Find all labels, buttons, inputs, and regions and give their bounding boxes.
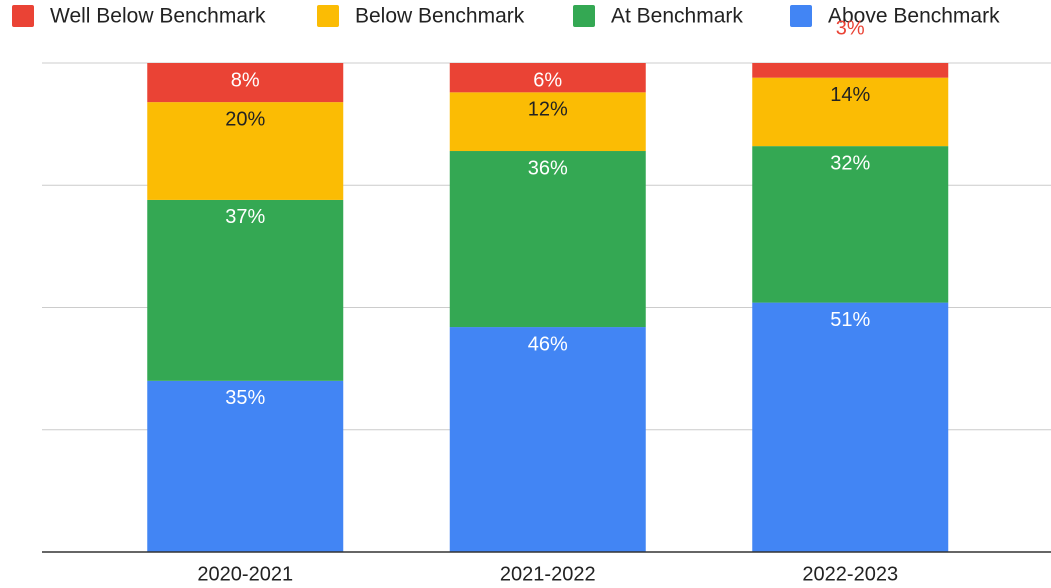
x-tick-label: 2022-2023 xyxy=(802,563,898,585)
bar-segment xyxy=(147,380,344,552)
bar-segment xyxy=(752,146,949,303)
legend-swatch xyxy=(12,5,34,27)
data-label: 51% xyxy=(830,309,870,331)
bar-segment xyxy=(449,92,646,152)
data-label: 36% xyxy=(528,157,568,179)
data-label: 8% xyxy=(231,69,260,91)
x-tick-label: 2021-2022 xyxy=(500,563,596,585)
bar-segment xyxy=(752,77,949,147)
data-label: 46% xyxy=(528,333,568,355)
legend-label: Above Benchmark xyxy=(828,5,1000,28)
bar-segment xyxy=(752,63,949,78)
legend-label: At Benchmark xyxy=(611,5,743,28)
data-label: 37% xyxy=(225,206,265,228)
bar-segment xyxy=(147,102,344,200)
data-label: 20% xyxy=(225,108,265,130)
data-label: 3% xyxy=(836,17,865,39)
data-label: 12% xyxy=(528,99,568,121)
bar-segment xyxy=(147,199,344,381)
bar-segment xyxy=(449,327,646,552)
data-label: 6% xyxy=(533,69,562,91)
legend-label: Below Benchmark xyxy=(355,5,525,28)
legend-swatch xyxy=(573,5,595,27)
legend-swatch xyxy=(317,5,339,27)
bar-segment xyxy=(147,63,344,103)
legend-swatch xyxy=(790,5,812,27)
legend-label: Well Below Benchmark xyxy=(50,5,266,28)
bar-segment xyxy=(449,63,646,93)
data-label: 32% xyxy=(830,152,870,174)
x-tick-label: 2020-2021 xyxy=(197,563,293,585)
data-label: 14% xyxy=(830,84,870,106)
bar-segment xyxy=(449,151,646,328)
bar-segment xyxy=(752,302,949,552)
data-label: 35% xyxy=(225,387,265,409)
